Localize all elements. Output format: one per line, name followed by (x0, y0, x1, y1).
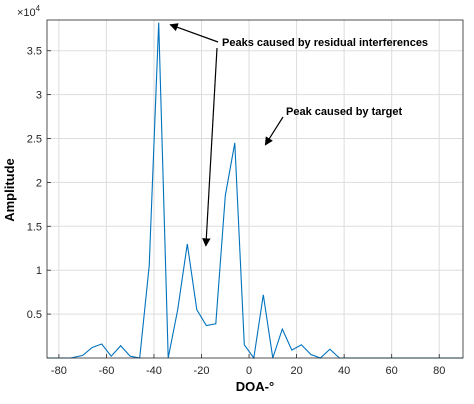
annotation-text: Peaks caused by residual interferences (222, 37, 428, 49)
annotation-text: Peak caused by target (286, 106, 403, 118)
x-tick-label: 40 (338, 365, 350, 377)
y-tick-label: 2 (36, 177, 42, 189)
y-tick-label: 2.5 (27, 134, 42, 146)
annotation-arrow (202, 47, 218, 247)
plot-area (47, 20, 463, 358)
y-exponent-base: ×10 (17, 7, 36, 19)
y-tick-label: 3 (36, 90, 42, 102)
y-tick-label: 3.5 (27, 46, 42, 58)
plot-frame (46, 19, 464, 359)
annotation-arrow (264, 116, 284, 146)
x-tick-label: 60 (386, 365, 398, 377)
x-tick-label: -60 (98, 365, 114, 377)
y-tick-label: 1.5 (27, 221, 42, 233)
ticks: -80 -60 -40 -20 0 20 40 60 80 0.5 1 1.5 2 2.5 3 3.5 (27, 46, 446, 377)
annotations: Peaks caused by residual interferences Pe… (169, 23, 428, 247)
x-tick-label: 20 (290, 365, 302, 377)
x-tick-label: -80 (51, 365, 67, 377)
annotation-arrow (169, 23, 219, 43)
x-tick-label: 0 (246, 365, 252, 377)
y-exponent: ×104 (17, 4, 41, 19)
y-tick-label: 1 (36, 265, 42, 277)
y-axis-label: Amplitude (2, 158, 17, 222)
x-tick-label: -40 (146, 365, 162, 377)
x-tick-label: -20 (194, 365, 210, 377)
x-tick-label: 80 (433, 365, 445, 377)
y-tick-label: 0.5 (27, 309, 42, 321)
y-exponent-power: 4 (36, 4, 41, 13)
x-axis-label: DOA-° (236, 379, 274, 394)
grid (47, 20, 463, 358)
